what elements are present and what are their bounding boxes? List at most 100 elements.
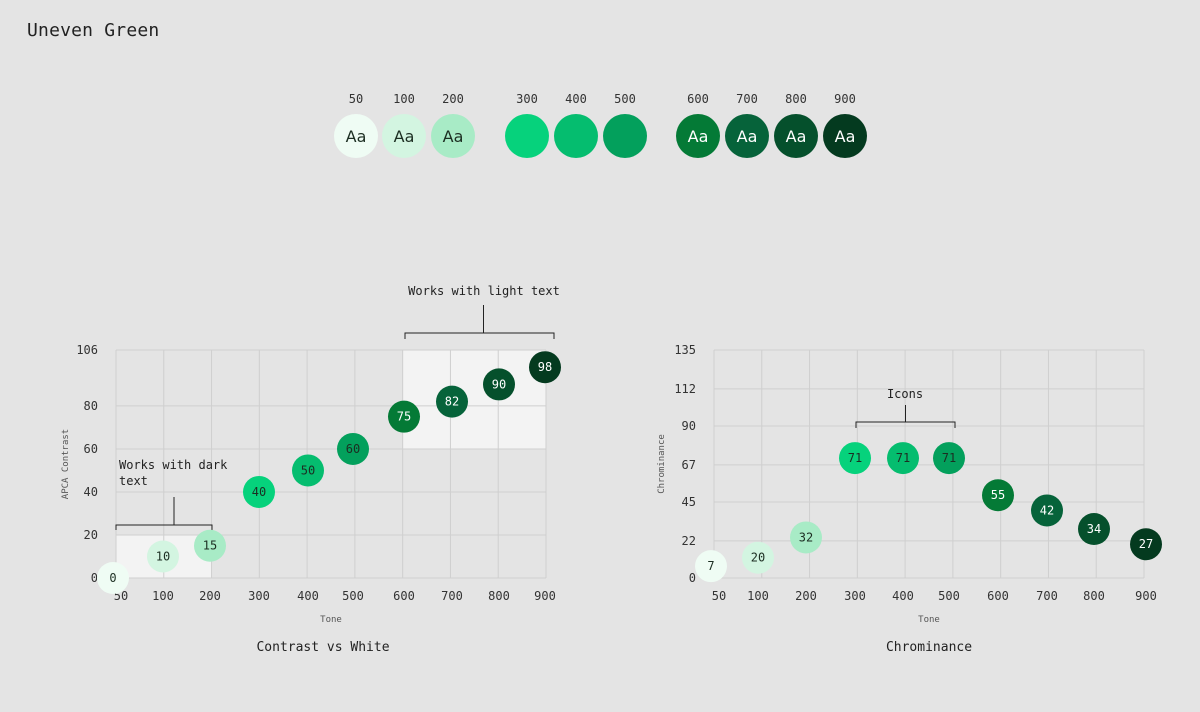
color-swatch[interactable]: Aa xyxy=(676,114,720,158)
data-label: 71 xyxy=(942,451,956,465)
color-swatch[interactable]: Aa xyxy=(725,114,769,158)
data-label: 32 xyxy=(799,530,813,544)
data-point-marker xyxy=(887,442,919,475)
y-axis-label: Chrominance xyxy=(657,434,667,494)
data-label: 71 xyxy=(896,451,910,465)
data-point-marker xyxy=(1031,494,1063,527)
annotation-text: Works with light text xyxy=(408,284,560,298)
color-swatch[interactable]: Aa xyxy=(334,114,378,158)
x-tick-label: 300 xyxy=(844,589,866,603)
swatch-tone-label: 800 xyxy=(785,92,807,106)
data-point: 7 xyxy=(695,550,727,583)
data-point: 10 xyxy=(147,540,179,573)
data-label: 75 xyxy=(397,410,411,424)
color-swatch[interactable] xyxy=(554,114,598,158)
data-label: 50 xyxy=(301,463,315,477)
color-swatch[interactable] xyxy=(505,114,549,158)
swatch-tone-label: 100 xyxy=(393,92,415,106)
data-point-marker xyxy=(1130,528,1162,561)
highlight-region xyxy=(402,350,546,449)
data-point-marker xyxy=(97,562,129,594)
x-axis-label: Tone xyxy=(918,615,940,625)
x-tick-label: 200 xyxy=(795,589,817,603)
y-axis-label: APCA Contrast xyxy=(61,429,71,499)
color-swatch[interactable]: Aa xyxy=(431,114,475,158)
y-tick-label: 135 xyxy=(674,343,696,357)
color-swatch[interactable]: Aa xyxy=(823,114,867,158)
x-tick-label: 200 xyxy=(199,589,221,603)
data-label: 7 xyxy=(707,559,714,573)
data-point-marker xyxy=(147,540,179,573)
data-label: 60 xyxy=(346,442,360,456)
chart-title: Chrominance xyxy=(886,640,972,655)
data-point-marker xyxy=(337,432,369,465)
data-label: 40 xyxy=(252,485,266,499)
data-label: 10 xyxy=(156,549,170,563)
data-point: 40 xyxy=(243,475,275,508)
x-tick-label: 400 xyxy=(297,589,319,603)
chart-title: Contrast vs White xyxy=(256,640,389,655)
y-tick-label: 80 xyxy=(84,399,98,413)
plot-area xyxy=(714,350,1144,578)
data-point: 0 xyxy=(97,562,129,594)
data-point: 60 xyxy=(337,432,369,465)
y-tick-label: 106 xyxy=(76,343,98,357)
data-point: 50 xyxy=(292,454,324,487)
data-point: 82 xyxy=(436,385,468,418)
data-label: 82 xyxy=(445,395,459,409)
data-label: 0 xyxy=(109,571,116,585)
x-tick-label: 500 xyxy=(342,589,364,603)
data-point: 27 xyxy=(1130,528,1162,561)
data-point: 34 xyxy=(1078,513,1110,546)
data-point: 32 xyxy=(790,521,822,554)
annotation-text: Works with dark text xyxy=(119,458,228,488)
data-point-marker xyxy=(436,385,468,418)
data-point: 71 xyxy=(839,442,871,475)
y-tick-label: 20 xyxy=(84,528,98,542)
swatch-tone-label: 200 xyxy=(442,92,464,106)
data-label: 34 xyxy=(1087,522,1101,536)
data-point: 20 xyxy=(742,541,774,574)
data-point-marker xyxy=(388,400,420,433)
y-tick-label: 67 xyxy=(682,458,696,472)
x-tick-label: 900 xyxy=(1135,589,1157,603)
data-point: 55 xyxy=(982,479,1014,512)
data-label: 55 xyxy=(991,488,1005,502)
color-swatch[interactable] xyxy=(603,114,647,158)
data-point-marker xyxy=(194,529,226,562)
x-tick-label: 500 xyxy=(938,589,960,603)
data-point-marker xyxy=(933,442,965,475)
annotation-bracket xyxy=(115,497,213,530)
data-point: 42 xyxy=(1031,494,1063,527)
y-tick-label: 22 xyxy=(682,534,696,548)
x-tick-label: 900 xyxy=(534,589,556,603)
x-tick-label: 700 xyxy=(441,589,463,603)
data-point: 75 xyxy=(388,400,420,433)
y-tick-label: 40 xyxy=(84,485,98,499)
swatch-tone-label: 900 xyxy=(834,92,856,106)
data-point-marker xyxy=(529,351,561,384)
x-axis-label: Tone xyxy=(320,615,342,625)
data-point: 90 xyxy=(483,368,515,401)
swatch-tone-label: 500 xyxy=(614,92,636,106)
y-tick-label: 60 xyxy=(84,442,98,456)
color-swatch[interactable]: Aa xyxy=(382,114,426,158)
data-point: 71 xyxy=(933,442,965,475)
data-point-marker xyxy=(982,479,1014,512)
y-tick-label: 0 xyxy=(689,571,696,585)
data-point-marker xyxy=(790,521,822,554)
data-label: 27 xyxy=(1139,537,1153,551)
x-tick-label: 700 xyxy=(1036,589,1058,603)
swatch-tone-label: 600 xyxy=(687,92,709,106)
chart-2: 0 22 45 67 90 112 135 50 100 200 300 400 500 600 700 80… xyxy=(657,343,1162,655)
data-point-marker xyxy=(483,368,515,401)
annotation-text: Icons xyxy=(887,387,923,401)
data-label: 71 xyxy=(848,451,862,465)
data-point-marker xyxy=(695,550,727,583)
x-tick-label: 100 xyxy=(747,589,769,603)
swatch-tone-label: 300 xyxy=(516,92,538,106)
color-swatch[interactable]: Aa xyxy=(774,114,818,158)
swatch-tone-label: 700 xyxy=(736,92,758,106)
y-tick-label: 45 xyxy=(682,495,696,509)
